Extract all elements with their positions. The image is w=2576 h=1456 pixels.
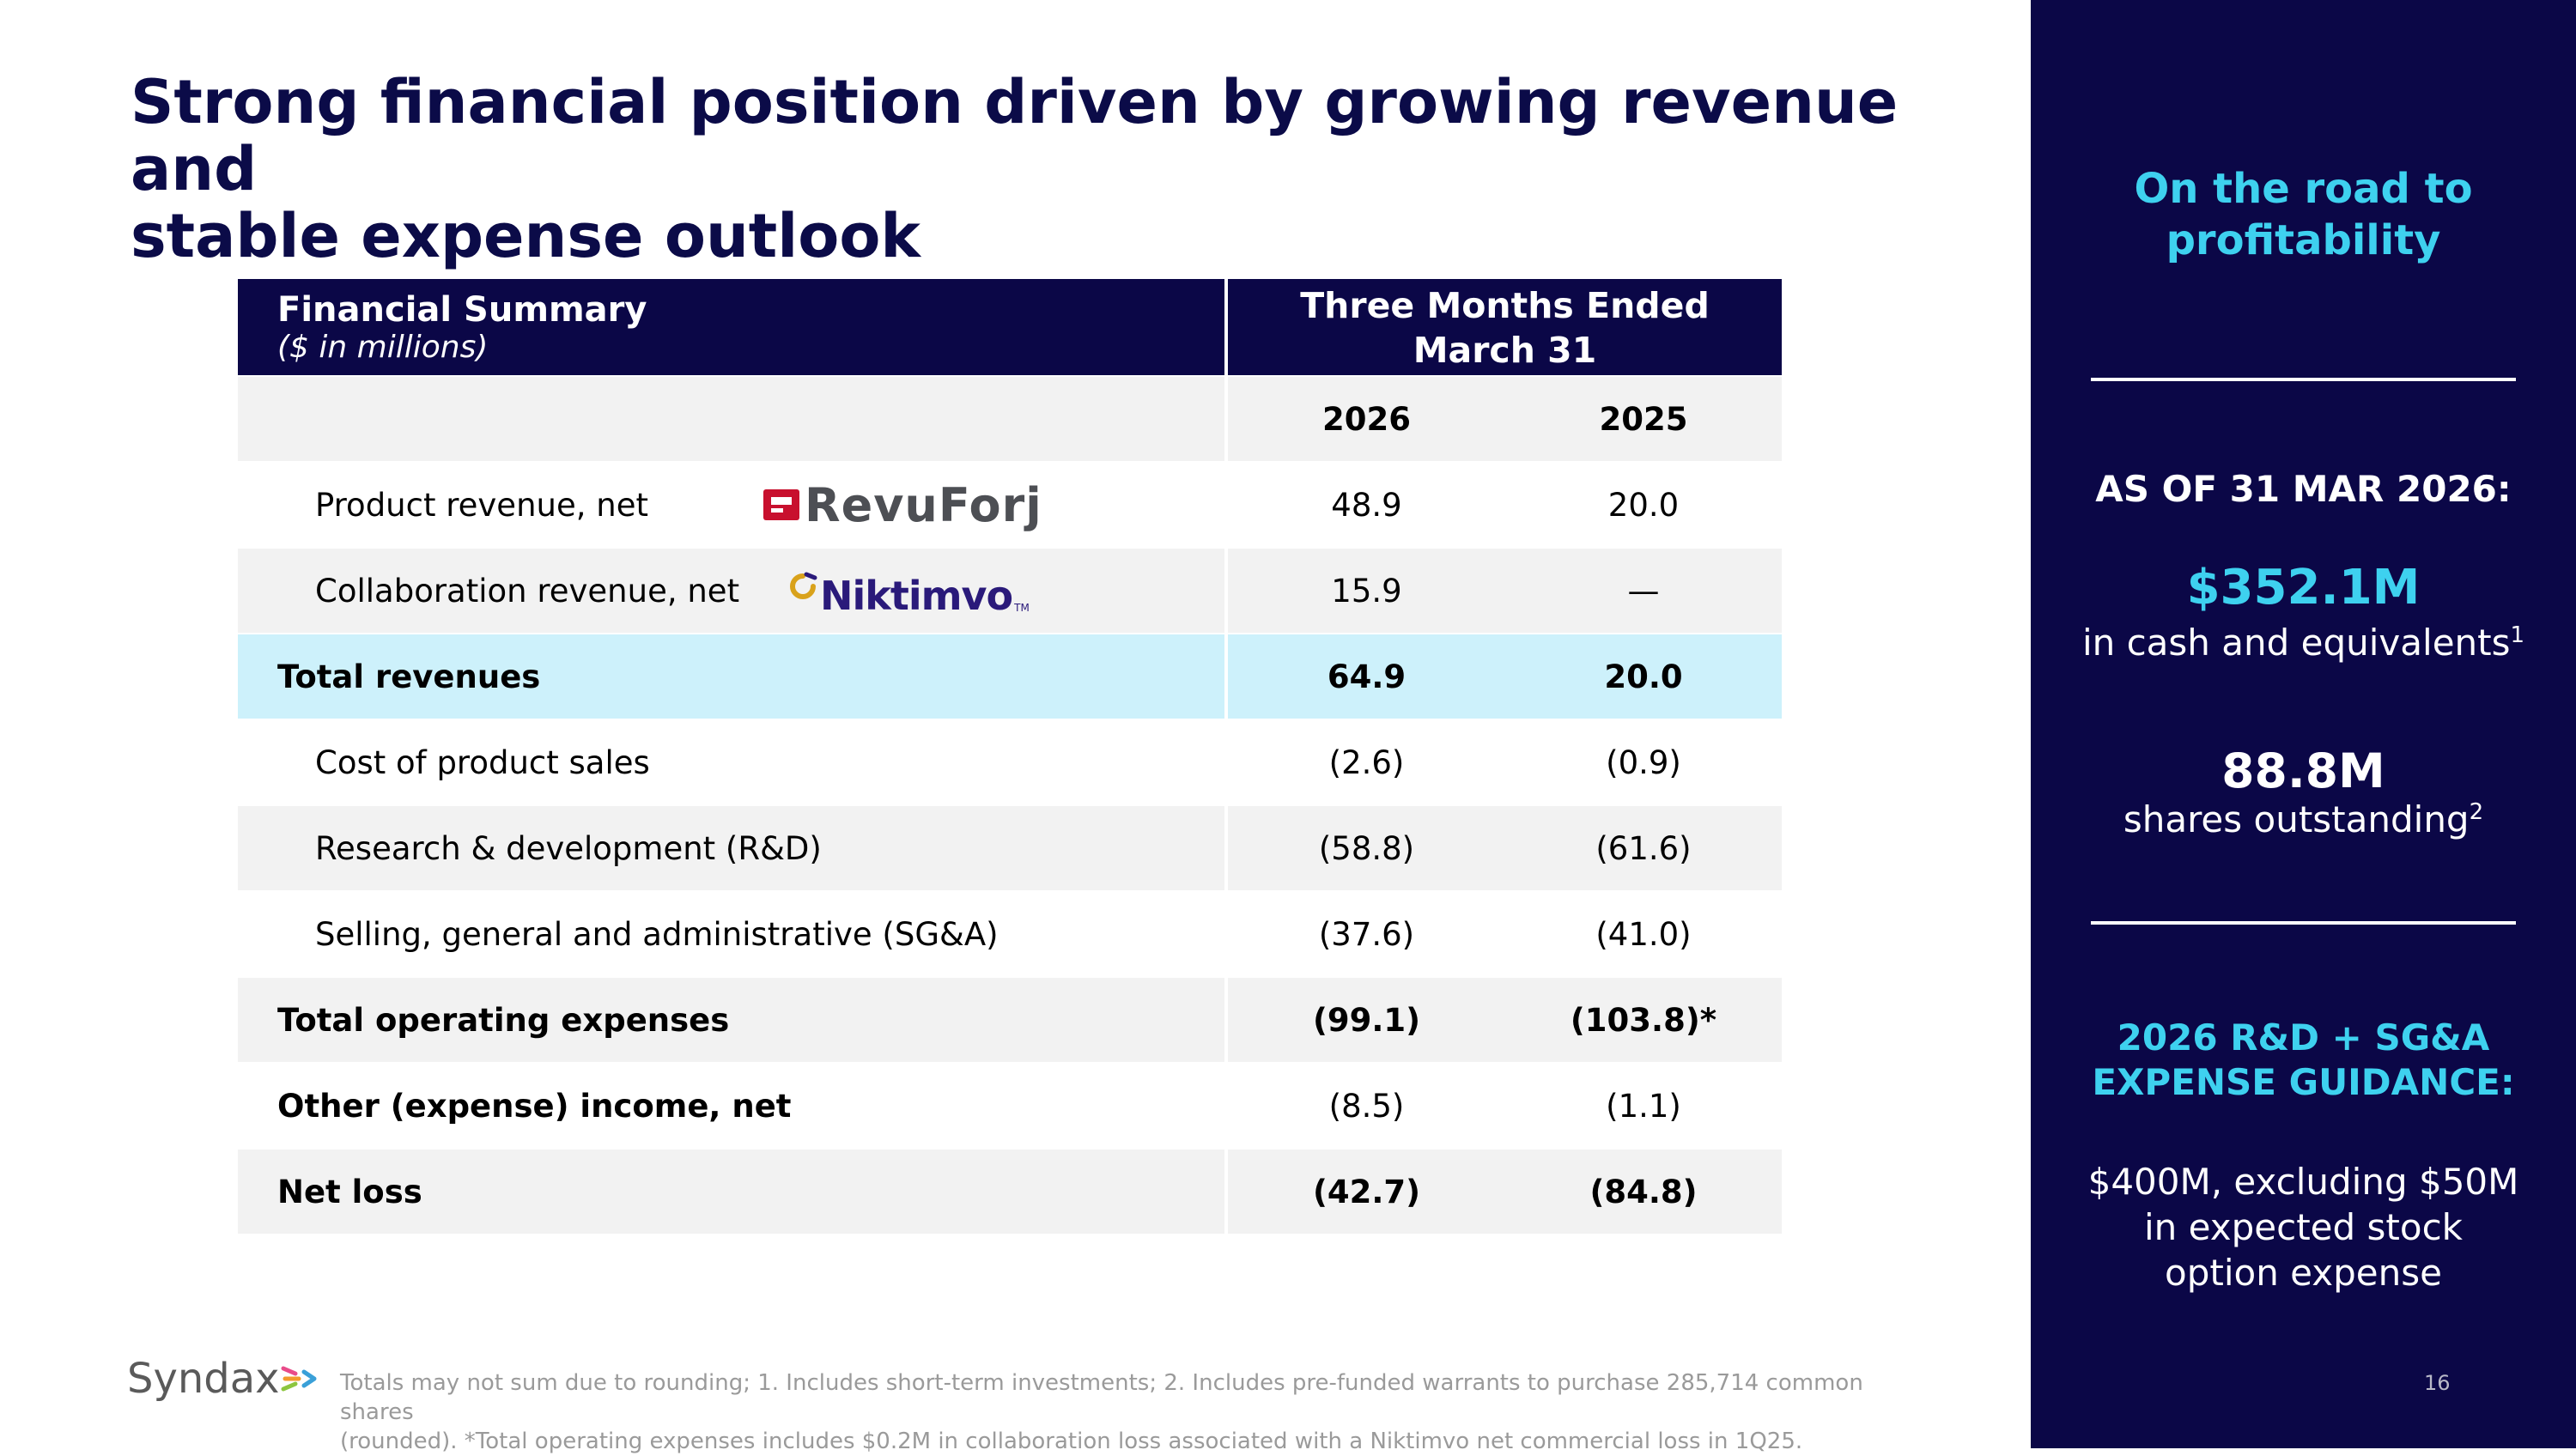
page-title-line-1: Strong financial position driven by grow… — [131, 67, 1899, 204]
value-2026: (2.6) — [1328, 743, 1405, 781]
table-header-title: Financial Summary — [277, 290, 647, 330]
revuforj-mark-icon — [763, 489, 799, 520]
financial-summary-table: Financial Summary ($ in millions) Three … — [238, 279, 1782, 1234]
shares-footnote-marker: 2 — [2469, 799, 2484, 825]
table-header-period-line-1: Three Months Ended — [1300, 285, 1710, 326]
row-label-cell: Product revenue, net RevuForj — [238, 463, 1228, 547]
cash-label-text: in cash and equivalents — [2081, 622, 2511, 664]
row-label: Net loss — [277, 1173, 422, 1210]
revuforj-logo: RevuForj — [763, 478, 1042, 532]
row-label-cell: Research & development (R&D) — [238, 806, 1228, 890]
revuforj-wordmark: RevuForj — [805, 477, 1042, 532]
niktimvo-logo: Niktimvo TM — [786, 564, 1030, 619]
niktimvo-swirl-icon — [790, 572, 817, 599]
row-label: Total revenues — [277, 658, 541, 695]
syndax-wordmark: Syndax — [127, 1355, 280, 1403]
row-label: Other (expense) income, net — [277, 1087, 792, 1125]
value-2025: (84.8) — [1589, 1173, 1698, 1210]
value-2025: (0.9) — [1606, 743, 1681, 781]
page-title-line-2: stable expense outlook — [131, 201, 920, 271]
page-title: Strong financial position driven by grow… — [131, 69, 1934, 270]
value-2025: 20.0 — [1604, 658, 1683, 695]
table-header-subtitle: ($ in millions) — [277, 330, 489, 365]
guidance-heading: 2026 R&D + SG&A EXPENSE GUIDANCE: — [2031, 1016, 2576, 1105]
row-label: Cost of product sales — [315, 743, 650, 781]
value-2026: 48.9 — [1331, 486, 1402, 524]
table-row-collaboration-revenue: Collaboration revenue, net Niktimvo TM 1… — [238, 547, 1782, 633]
row-label: Research & development (R&D) — [315, 829, 822, 867]
value-2026: (37.6) — [1318, 915, 1415, 953]
table-year-row: 2026 2025 — [238, 375, 1782, 461]
footnote-line-2: (rounded). *Total operating expenses inc… — [340, 1429, 1803, 1454]
table-row-rnd: Research & development (R&D) (58.8) (61.… — [238, 804, 1782, 890]
value-2025: (103.8)* — [1570, 1001, 1717, 1039]
row-label: Product revenue, net — [315, 486, 648, 524]
profitability-side-panel: On the road to profitability AS OF 31 MA… — [2031, 0, 2576, 1448]
value-2025: (41.0) — [1595, 915, 1692, 953]
footnote: Totals may not sum due to rounding; 1. I… — [340, 1368, 1937, 1456]
year-row-blank — [238, 377, 1228, 461]
cash-footnote-marker: 1 — [2510, 622, 2525, 648]
year-2026: 2026 — [1322, 400, 1411, 438]
row-label-cell: Other (expense) income, net — [238, 1064, 1228, 1148]
year-2025: 2025 — [1599, 400, 1688, 438]
niktimvo-trademark: TM — [1014, 602, 1030, 614]
row-label-cell: Net loss — [238, 1150, 1228, 1234]
row-label-cell: Selling, general and administrative (SG&… — [238, 892, 1228, 976]
niktimvo-wordmark: Niktimvo — [820, 573, 1013, 619]
row-label: Collaboration revenue, net — [315, 572, 740, 610]
table-row-total-operating-expenses: Total operating expenses (99.1) (103.8)* — [238, 976, 1782, 1062]
value-2025: (1.1) — [1606, 1087, 1681, 1125]
shares-label-text: shares outstanding — [2123, 798, 2470, 840]
shares-value: 88.8M — [2221, 743, 2385, 798]
panel-as-of-date: AS OF 31 MAR 2026: — [2095, 468, 2512, 510]
table-header: Financial Summary ($ in millions) Three … — [238, 279, 1782, 375]
table-header-label-cell: Financial Summary ($ in millions) — [238, 279, 1228, 375]
panel-heading: On the road to profitability — [2031, 163, 2576, 266]
page-number: 16 — [2424, 1371, 2451, 1395]
syndax-spark-icon — [281, 1366, 317, 1392]
guidance-text-line-3: option expense — [2165, 1252, 2442, 1294]
table-header-period-cell: Three Months Ended March 31 — [1228, 279, 1782, 375]
guidance-text-line-1: $400M, excluding $50M — [2087, 1161, 2519, 1203]
panel-divider-top — [2091, 378, 2516, 381]
shares-label: shares outstanding2 — [2031, 798, 2576, 840]
table-row-sga: Selling, general and administrative (SG&… — [238, 890, 1782, 976]
cash-value: $352.1M — [2186, 560, 2421, 616]
table-row-other-income: Other (expense) income, net (8.5) (1.1) — [238, 1062, 1782, 1148]
cash-label: in cash and equivalents1 — [2031, 622, 2576, 664]
footnote-line-1: Totals may not sum due to rounding; 1. I… — [340, 1370, 1863, 1425]
value-2026: (42.7) — [1312, 1173, 1421, 1210]
table-header-period-line-2: March 31 — [1413, 330, 1597, 371]
row-label-cell: Total revenues — [238, 634, 1228, 719]
row-label-cell: Cost of product sales — [238, 720, 1228, 804]
table-row-total-revenues: Total revenues 64.9 20.0 — [238, 633, 1782, 719]
value-2025: — — [1627, 572, 1660, 610]
panel-divider-bottom — [2091, 921, 2516, 925]
panel-heading-line-2: profitability — [2166, 216, 2441, 264]
value-2026: (8.5) — [1328, 1087, 1405, 1125]
value-2025: (61.6) — [1595, 829, 1692, 867]
value-2026: (99.1) — [1312, 1001, 1421, 1039]
row-label-cell: Collaboration revenue, net Niktimvo TM — [238, 549, 1228, 633]
value-2026: 15.9 — [1331, 572, 1402, 610]
table-row-cost-of-product-sales: Cost of product sales (2.6) (0.9) — [238, 719, 1782, 804]
value-2025: 20.0 — [1607, 486, 1680, 524]
row-label-cell: Total operating expenses — [238, 978, 1228, 1062]
value-2026: 64.9 — [1327, 658, 1406, 695]
guidance-text: $400M, excluding $50M in expected stock … — [2082, 1159, 2524, 1295]
row-label: Selling, general and administrative (SG&… — [315, 915, 999, 953]
guidance-heading-line-1: 2026 R&D + SG&A — [2117, 1016, 2490, 1059]
syndax-logo: Syndax — [127, 1355, 319, 1403]
guidance-text-line-2: in expected stock — [2144, 1206, 2463, 1248]
panel-heading-line-1: On the road to — [2134, 165, 2473, 213]
table-row-net-loss: Net loss (42.7) (84.8) — [238, 1148, 1782, 1234]
row-label: Total operating expenses — [277, 1001, 730, 1039]
value-2026: (58.8) — [1318, 829, 1415, 867]
guidance-heading-line-2: EXPENSE GUIDANCE: — [2092, 1061, 2515, 1103]
table-row-product-revenue: Product revenue, net RevuForj 48.9 20.0 — [238, 461, 1782, 547]
